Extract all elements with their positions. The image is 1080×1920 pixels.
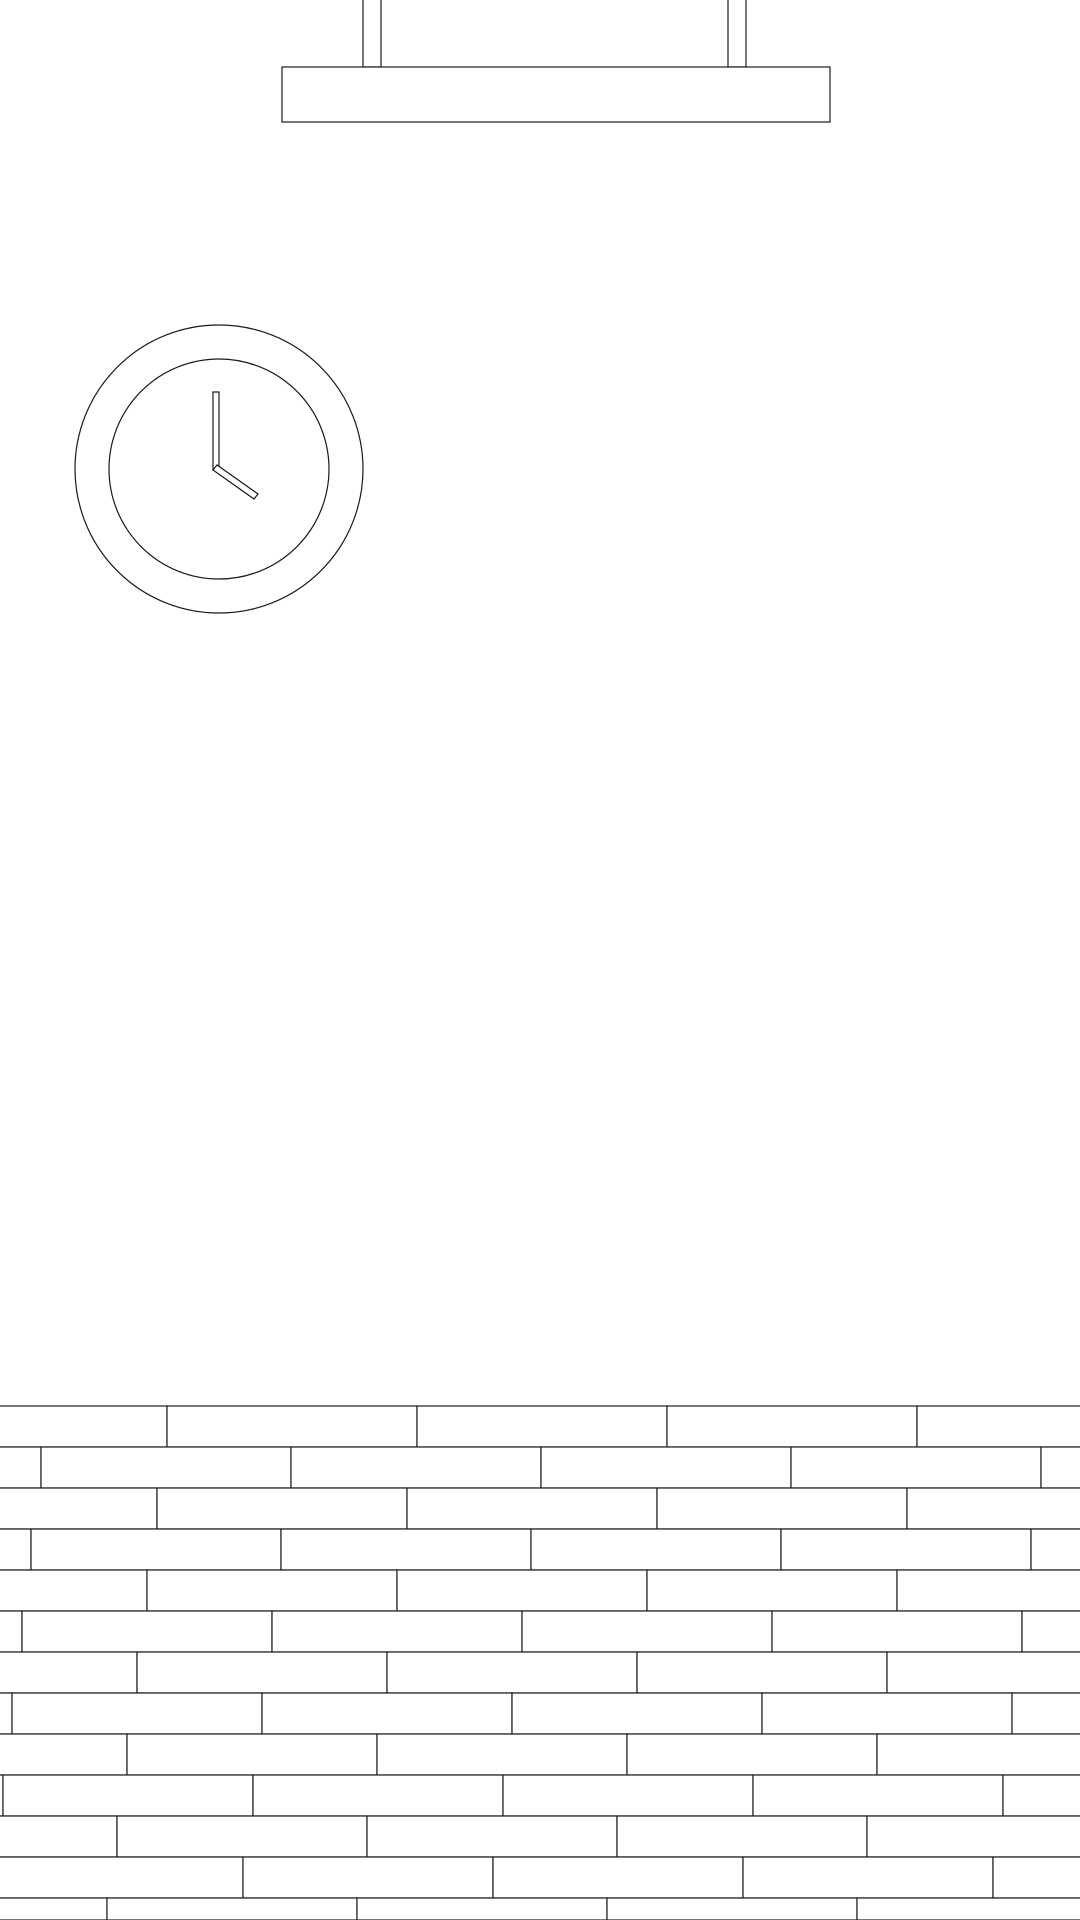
brick <box>1040 1446 1080 1489</box>
brick <box>742 1856 994 1899</box>
brick <box>396 1569 648 1612</box>
brick <box>626 1733 878 1776</box>
brick <box>0 1692 13 1735</box>
brick <box>290 1446 542 1489</box>
brick <box>116 1815 368 1858</box>
brick <box>511 1692 763 1735</box>
brick <box>40 1446 292 1489</box>
brick <box>0 1446 42 1489</box>
brick <box>0 1733 128 1776</box>
clock-minute-hand <box>212 391 220 471</box>
brick <box>896 1569 1080 1612</box>
shelf-right-rope <box>727 0 747 68</box>
brick <box>156 1487 408 1530</box>
brick <box>646 1569 898 1612</box>
brick <box>242 1856 494 1899</box>
brick <box>21 1610 273 1653</box>
shelf-board[interactable] <box>281 66 831 123</box>
brick <box>1002 1774 1080 1817</box>
brick <box>886 1651 1080 1694</box>
brick <box>30 1528 282 1571</box>
brick <box>166 1405 418 1448</box>
brick <box>11 1692 263 1735</box>
brick <box>2 1774 254 1817</box>
brick <box>771 1610 1023 1653</box>
brick <box>261 1692 513 1735</box>
brick <box>1021 1610 1080 1653</box>
brick <box>376 1733 628 1776</box>
brick <box>126 1733 378 1776</box>
brick <box>366 1815 618 1858</box>
brick <box>0 1856 244 1899</box>
brick-wall <box>0 1405 1080 1920</box>
brick <box>1011 1692 1080 1735</box>
brick <box>876 1733 1080 1776</box>
brick <box>280 1528 532 1571</box>
brick <box>521 1610 773 1653</box>
brick <box>0 1897 108 1920</box>
brick <box>252 1774 504 1817</box>
brick <box>992 1856 1080 1899</box>
brick <box>606 1897 858 1920</box>
brick <box>866 1815 1080 1858</box>
brick <box>906 1487 1080 1530</box>
brick <box>616 1815 868 1858</box>
brick <box>780 1528 1032 1571</box>
brick <box>636 1651 888 1694</box>
brick <box>416 1405 668 1448</box>
brick <box>666 1405 918 1448</box>
brick <box>752 1774 1004 1817</box>
wall-clock[interactable] <box>74 324 364 614</box>
brick <box>386 1651 638 1694</box>
hanging-shelf[interactable] <box>281 0 831 123</box>
brick <box>0 1815 118 1858</box>
brick <box>271 1610 523 1653</box>
brick <box>356 1897 608 1920</box>
clock-hour-hand <box>212 464 259 500</box>
brick <box>0 1528 32 1571</box>
brick <box>540 1446 792 1489</box>
brick <box>406 1487 658 1530</box>
brick <box>916 1405 1080 1448</box>
brick <box>0 1405 168 1448</box>
brick <box>146 1569 398 1612</box>
brick <box>856 1897 1080 1920</box>
brick <box>492 1856 744 1899</box>
brick <box>790 1446 1042 1489</box>
brick <box>0 1569 148 1612</box>
brick <box>761 1692 1013 1735</box>
brick <box>0 1610 23 1653</box>
brick <box>0 1651 138 1694</box>
brick <box>656 1487 908 1530</box>
brick <box>106 1897 358 1920</box>
shelf-left-rope <box>362 0 382 68</box>
brick <box>1030 1528 1080 1571</box>
brick <box>0 1487 158 1530</box>
brick <box>502 1774 754 1817</box>
brick <box>136 1651 388 1694</box>
brick <box>530 1528 782 1571</box>
